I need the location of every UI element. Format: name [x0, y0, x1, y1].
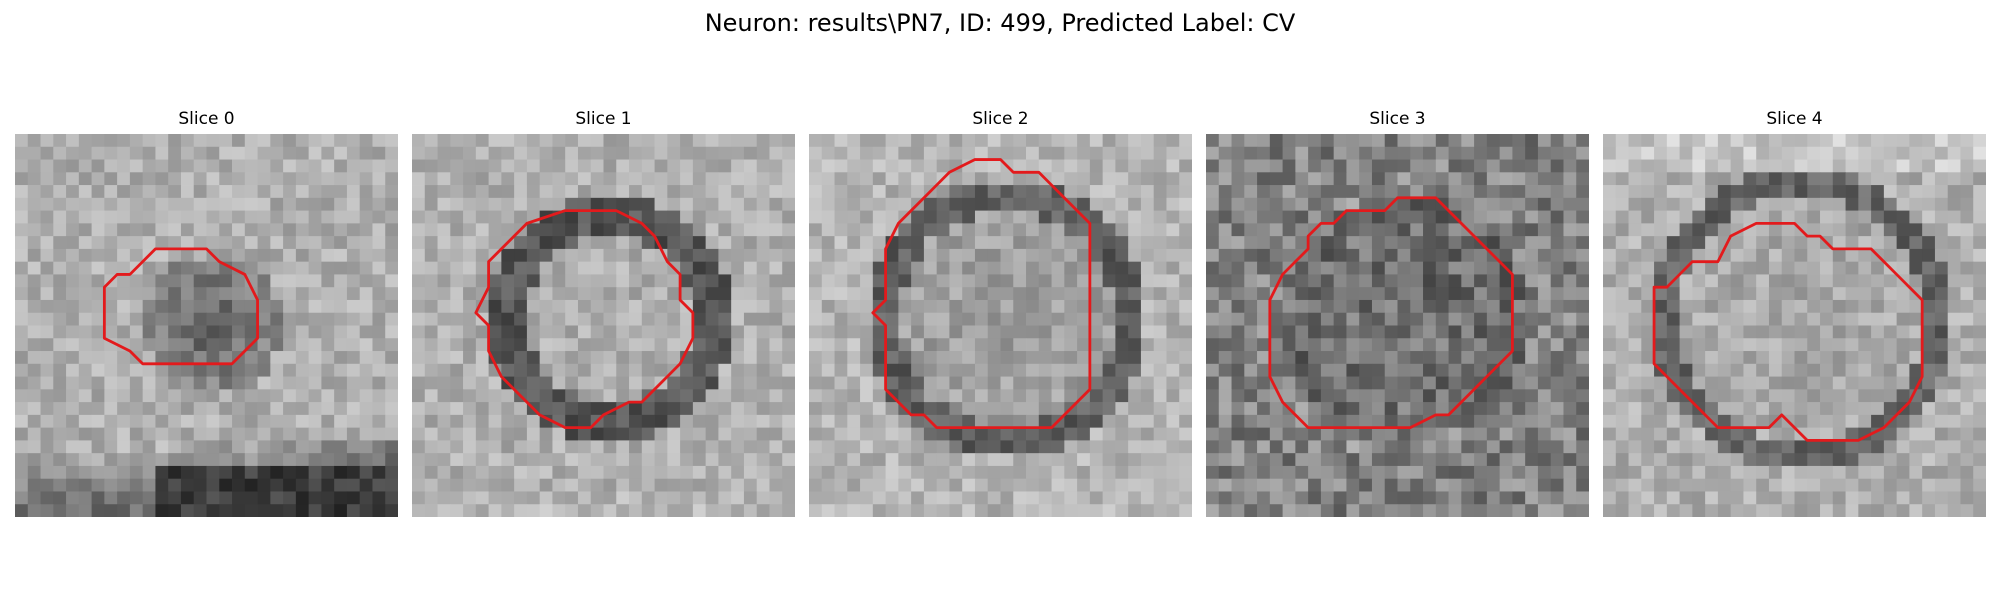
slice-panel-4: Slice 4	[1603, 108, 1986, 517]
slice-image	[809, 134, 1192, 517]
slice-title: Slice 4	[1766, 109, 1823, 129]
slice-image	[1206, 134, 1589, 517]
contour-outline	[1652, 221, 1924, 442]
slice-panel-2: Slice 2	[809, 108, 1192, 517]
contour-outline	[474, 209, 695, 430]
figure-title: Neuron: results\PN7, ID: 499, Predicted …	[704, 9, 1296, 37]
slice-title: Slice 1	[575, 109, 632, 129]
slice-title: Slice 2	[972, 109, 1029, 129]
slice-image	[1603, 134, 1986, 517]
slice-panel-1: Slice 1	[412, 108, 795, 517]
contour-outline	[1268, 196, 1514, 430]
slice-panel-3: Slice 3	[1206, 108, 1589, 517]
slice-image	[15, 134, 398, 517]
contour-outline	[871, 158, 1092, 430]
slice-title: Slice 3	[1369, 109, 1426, 129]
slice-panel-0: Slice 0	[15, 108, 398, 517]
slice-image	[412, 134, 795, 517]
contour-outline	[102, 247, 259, 366]
slice-title: Slice 0	[178, 109, 235, 129]
